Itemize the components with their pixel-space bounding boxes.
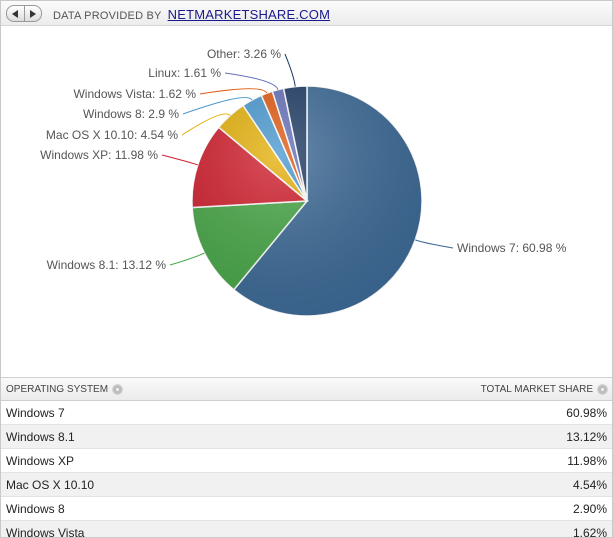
os-cell: Mac OS X 10.10 (6, 478, 95, 492)
column-header-os[interactable]: OPERATING SYSTEM (6, 384, 123, 395)
top-bar: DATA PROVIDED BY NETMARKETSHARE.COM (1, 1, 612, 26)
pie-chart: Windows 7: 60.98 % Windows 8.1: 13.12 % Wi… (40, 47, 567, 317)
os-cell: Windows Vista (6, 526, 85, 538)
market-share-table: OPERATING SYSTEM TOTAL MARKET SHARE Wind… (1, 377, 612, 538)
table-row: Windows Vista 1.62% (1, 521, 612, 538)
os-cell: Windows 7 (6, 406, 65, 420)
share-cell: 11.98% (567, 454, 607, 468)
slice-label: Windows Vista: 1.62 % (73, 87, 196, 101)
table-header: OPERATING SYSTEM TOTAL MARKET SHARE (1, 377, 612, 401)
share-cell: 2.90% (572, 502, 607, 516)
slice-label: Windows XP: 11.98 % (40, 148, 158, 162)
label-connector (199, 88, 268, 95)
column-header-share-label: TOTAL MARKET SHARE (480, 384, 593, 395)
label-connector (284, 53, 296, 87)
arrow-right-icon (29, 9, 36, 18)
table-row: Windows 7 60.98% (1, 401, 612, 425)
column-header-os-label: OPERATING SYSTEM (6, 384, 109, 395)
slice-label: Mac OS X 10.10: 4.54 % (46, 128, 178, 142)
column-header-share[interactable]: TOTAL MARKET SHARE (481, 384, 607, 395)
slice-label: Windows 7: 60.98 % (457, 241, 567, 255)
os-cell: Windows XP (6, 454, 75, 468)
slice-label: Linux: 1.61 % (148, 66, 221, 80)
os-cell: Windows 8.1 (6, 430, 75, 444)
table-row: Windows 8.1 13.12% (1, 425, 612, 449)
label-connector (415, 239, 454, 249)
arrow-left-icon (12, 9, 19, 18)
source-link[interactable]: NETMARKETSHARE.COM (167, 7, 331, 22)
gear-icon[interactable] (598, 385, 607, 394)
slice-label: Other: 3.26 % (207, 47, 281, 61)
share-cell: 1.62% (572, 526, 607, 538)
label-connector (224, 72, 279, 90)
share-cell: 13.12% (566, 430, 607, 444)
label-connector (161, 154, 198, 166)
table-body: Windows 7 60.98% Windows 8.1 13.12% Wind… (1, 401, 612, 538)
table-row: Windows XP 11.98% (1, 449, 612, 473)
share-cell: 4.54% (572, 478, 607, 492)
table-row: Windows 8 2.90% (1, 497, 612, 521)
table-row: Mac OS X 10.10 4.54% (1, 473, 612, 497)
gear-icon[interactable] (113, 385, 123, 394)
label-connector (169, 252, 205, 266)
prev-button[interactable] (7, 6, 24, 21)
share-cell: 60.98% (566, 406, 607, 420)
nav-button-group (6, 5, 42, 22)
slice-label: Windows 8.1: 13.12 % (47, 258, 167, 272)
slice-label: Windows 8: 2.9 % (83, 107, 179, 121)
provided-by-label: DATA PROVIDED BY (53, 10, 162, 22)
next-button[interactable] (23, 6, 42, 21)
data-provided-by: DATA PROVIDED BY NETMARKETSHARE.COM (53, 7, 330, 22)
os-cell: Windows 8 (6, 502, 65, 516)
